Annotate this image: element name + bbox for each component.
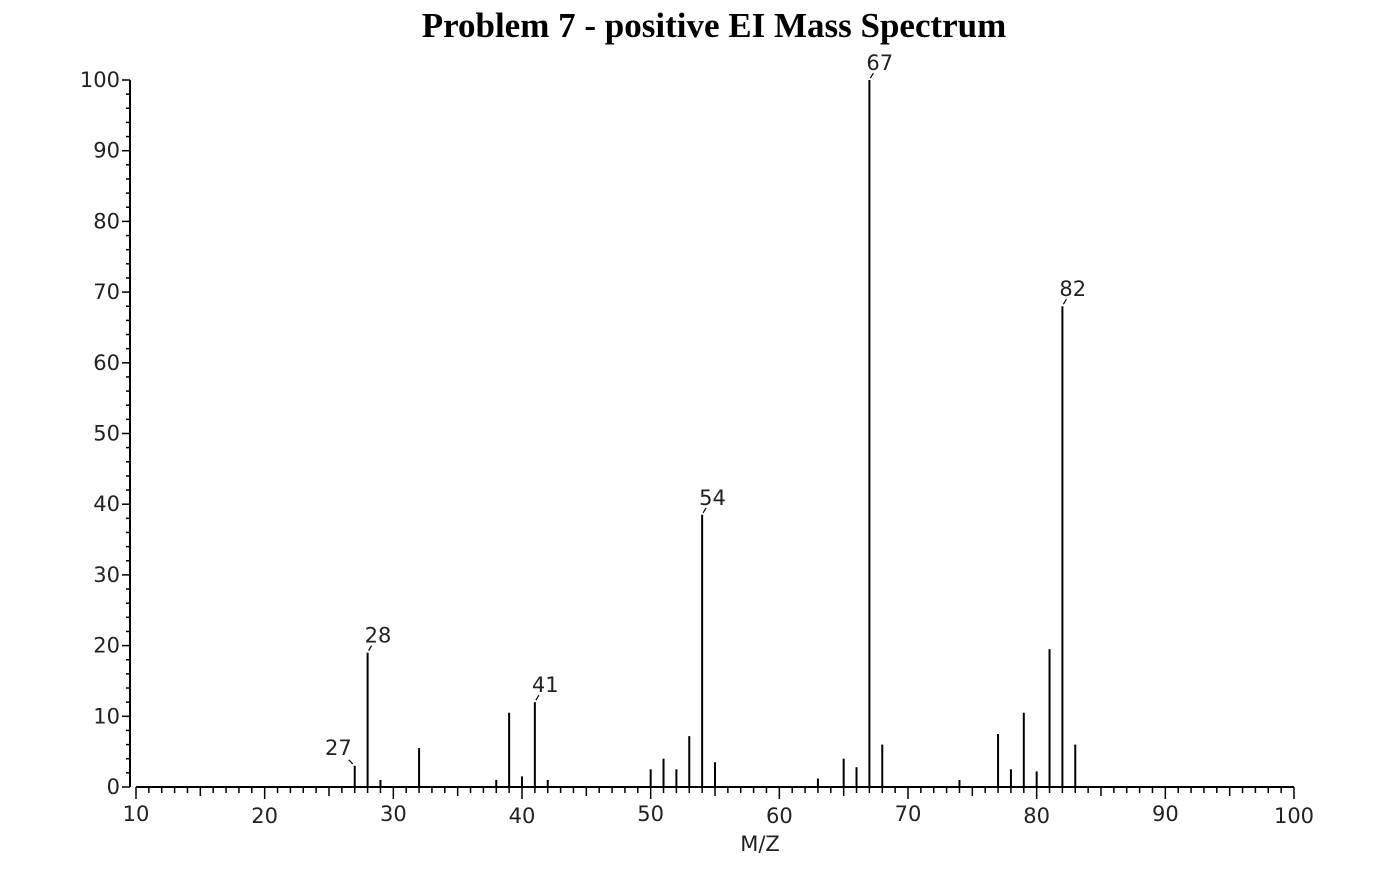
peak-label-text: 41	[532, 673, 559, 697]
peak-label-leader	[348, 759, 354, 765]
peak-label: 27	[325, 736, 354, 765]
x-tick-label: 60	[766, 804, 793, 828]
x-tick-label: 20	[251, 804, 278, 828]
y-tick-label: 40	[93, 492, 120, 516]
y-tick-label: 10	[93, 704, 120, 728]
peak-label-text: 27	[325, 736, 352, 760]
y-tick-label: 50	[93, 422, 120, 446]
x-axis: 10 20 30 40 50 60 70 80 90 100	[123, 786, 1314, 828]
y-tick-label: 80	[93, 209, 120, 233]
peak-label-text: 82	[1059, 277, 1086, 301]
x-tick-label: 100	[1274, 804, 1314, 828]
chart-title: Problem 7 - positive EI Mass Spectrum	[421, 6, 1007, 45]
peak-label: 82	[1059, 277, 1086, 305]
y-tick-label: 90	[93, 139, 120, 163]
x-tick-label: 70	[895, 802, 922, 826]
peak-label-text: 54	[699, 486, 726, 510]
peak-label-leader	[535, 694, 540, 701]
y-tick-label: 70	[93, 280, 120, 304]
peak-label: 67	[866, 51, 893, 79]
y-tick-label: 100	[80, 68, 120, 92]
peak-label: 28	[365, 624, 392, 651]
peak-label: 41	[532, 673, 559, 701]
y-axis: 0 10 20 30 40 50 60 70 80 90 100	[80, 68, 131, 799]
y-tick-label: 20	[93, 634, 120, 658]
peak-label-text: 28	[365, 624, 392, 648]
peak-label-leader	[368, 645, 373, 651]
spectrum-peaks	[353, 80, 1077, 787]
y-tick-label: 60	[93, 351, 120, 375]
x-tick-label: 40	[509, 804, 536, 828]
peak-label-text: 67	[866, 51, 893, 75]
peak-label-leader	[702, 507, 707, 514]
x-tick-label: 80	[1023, 804, 1050, 828]
peak-label: 54	[699, 486, 726, 514]
peak-label-leader	[1062, 298, 1067, 305]
peak-label-leader	[869, 72, 874, 79]
x-axis-title: M/Z	[740, 832, 780, 856]
x-tick-label: 50	[637, 802, 664, 826]
y-tick-label: 0	[107, 775, 120, 799]
peak-labels: 27 28 41 54 67 82	[325, 51, 1086, 765]
x-tick-label: 30	[380, 802, 407, 826]
y-tick-label: 30	[93, 563, 120, 587]
x-tick-label: 10	[123, 802, 150, 826]
x-tick-label: 90	[1152, 802, 1179, 826]
